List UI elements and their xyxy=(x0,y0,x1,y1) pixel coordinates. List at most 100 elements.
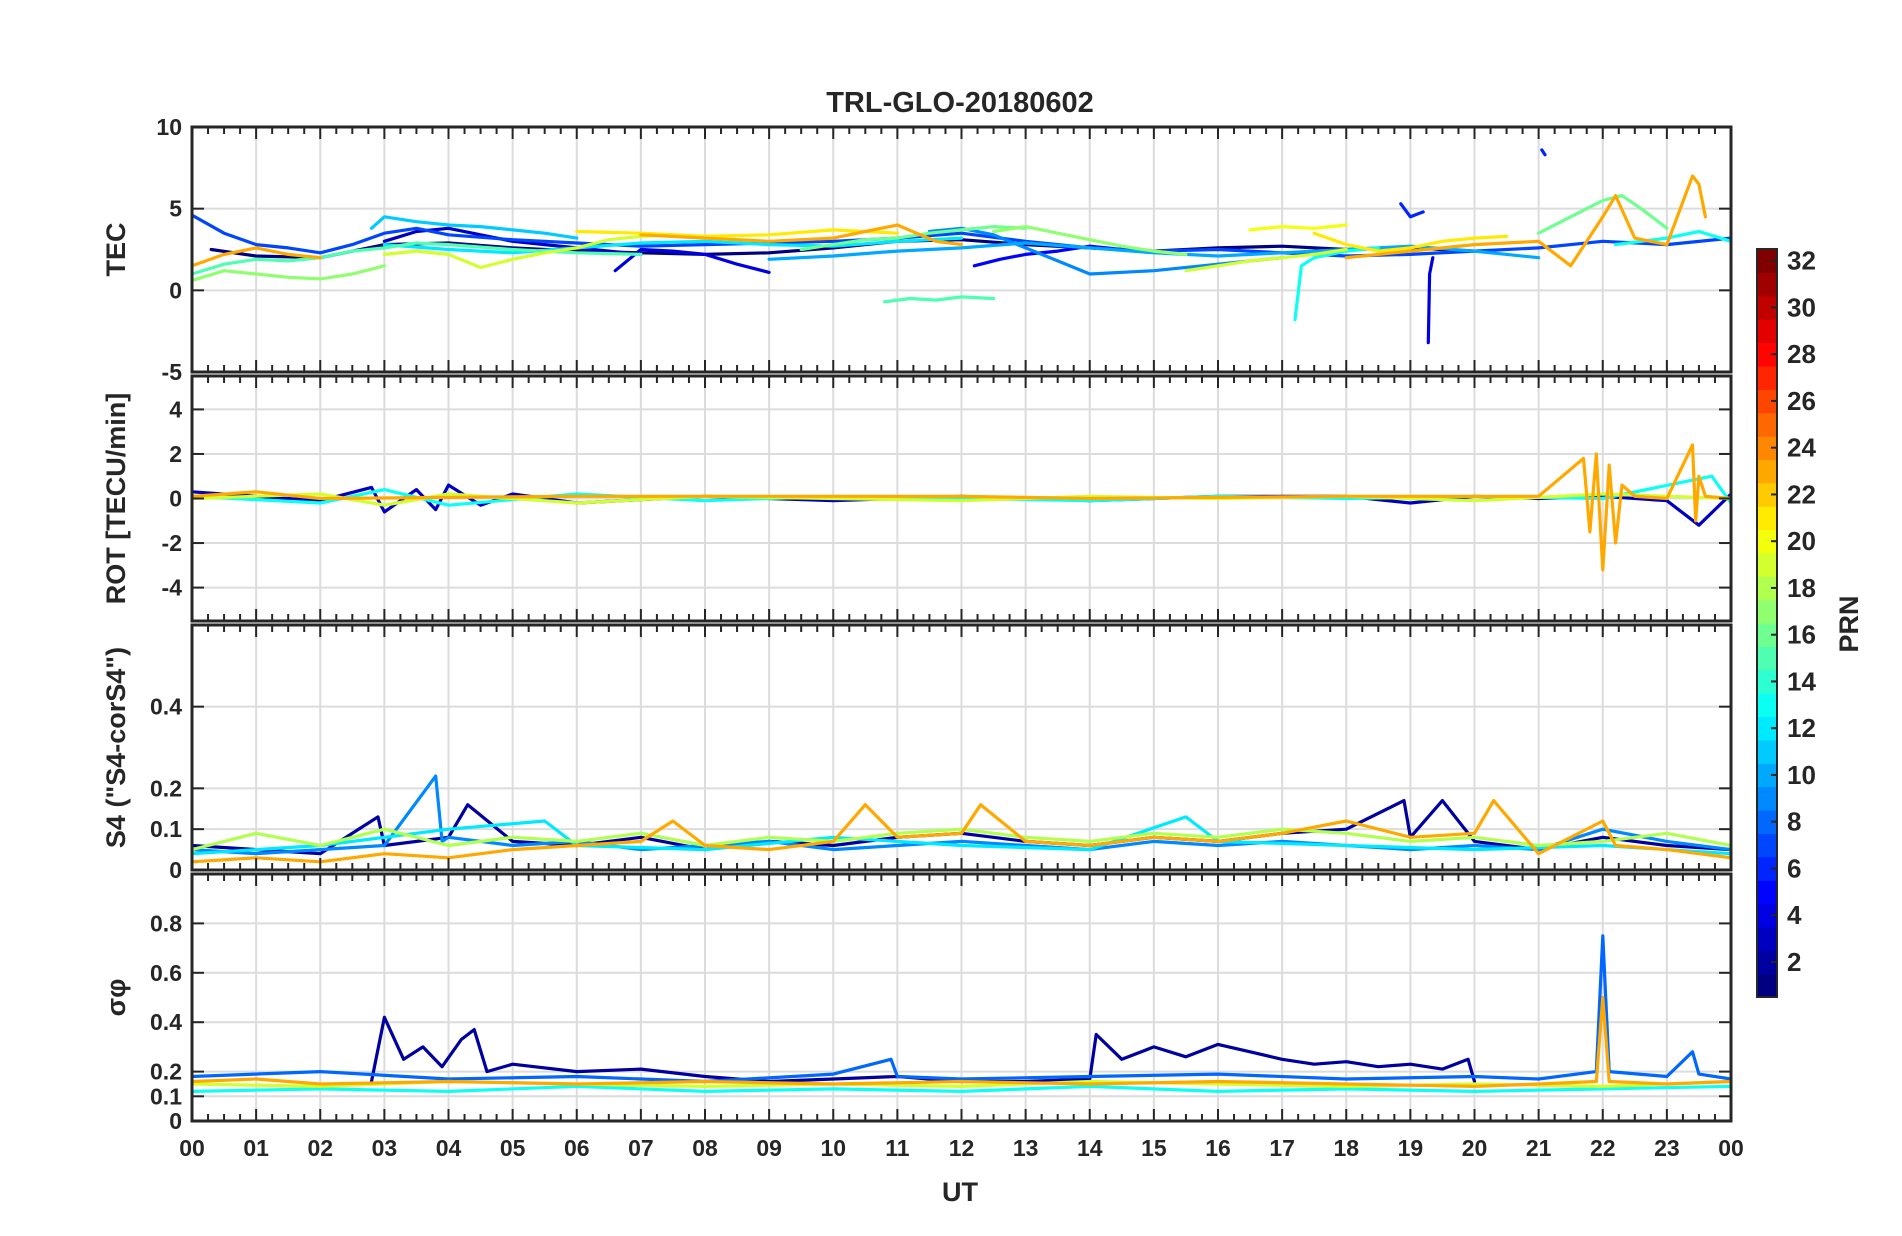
series-line-prn-9 xyxy=(192,774,1731,856)
series-line-prn-10 xyxy=(767,241,1541,261)
colorbar-tick-label: 16 xyxy=(1787,620,1816,650)
series-line-prn-23 xyxy=(192,798,1731,864)
series-line-prn-23 xyxy=(192,443,1731,572)
series-line-prn-23 xyxy=(639,223,964,247)
y-axis-label-sigma: σφ xyxy=(101,979,131,1017)
colorbar-segment xyxy=(1757,389,1777,414)
series-line-prn-8 xyxy=(192,934,1731,1084)
x-axis-label: UT xyxy=(942,1177,978,1207)
colorbar-segment xyxy=(1757,739,1777,764)
series-line-prn-13 xyxy=(1293,246,1380,322)
colorbar-segment xyxy=(1757,880,1777,905)
y-tick-label: -2 xyxy=(162,530,182,556)
colorbar-segment xyxy=(1757,856,1777,881)
x-tick-label: 14 xyxy=(1077,1135,1103,1161)
y-tick-label: -4 xyxy=(162,575,183,601)
colorbar-tick-label: 30 xyxy=(1787,292,1816,322)
y-axis-label-s4: S4 ("S4-corS4") xyxy=(101,647,131,848)
y-tick-label: 0 xyxy=(169,857,182,883)
series-line-prn-4 xyxy=(1426,256,1435,345)
colorbar-tick-label: 28 xyxy=(1787,339,1816,369)
x-tick-label: 21 xyxy=(1526,1135,1552,1161)
series-line-prn-19 xyxy=(1184,247,1348,273)
x-tick-label: 18 xyxy=(1333,1135,1359,1161)
x-tick-label: 17 xyxy=(1269,1135,1295,1161)
series-line-prn-19 xyxy=(192,492,1731,507)
x-tick-label: 10 xyxy=(820,1135,846,1161)
panel-frame xyxy=(190,872,1733,1123)
series-line-prn-6 xyxy=(1399,202,1425,219)
series-line-prn-15 xyxy=(192,241,643,276)
x-tick-label: 19 xyxy=(1398,1135,1424,1161)
colorbar-segment xyxy=(1757,833,1777,858)
y-tick-label: 5 xyxy=(169,196,182,222)
y-axis-label-tec: TEC xyxy=(101,223,131,277)
colorbar-segment xyxy=(1757,482,1777,507)
colorbar-segment xyxy=(1757,342,1777,367)
y-tick-label: 0.8 xyxy=(150,910,182,936)
colorbar-segment xyxy=(1757,903,1777,928)
colorbar-segment xyxy=(1757,646,1777,671)
x-tick-label: 09 xyxy=(756,1135,782,1161)
panel-frame xyxy=(190,374,1733,623)
series-line-prn-13 xyxy=(192,1084,1731,1094)
y-tick-label: 0.1 xyxy=(150,1083,182,1109)
colorbar-tick-label: 24 xyxy=(1787,433,1816,463)
y-tick-label: 0 xyxy=(169,486,182,512)
colorbar-tick-label: 22 xyxy=(1787,479,1816,509)
x-tick-label: 00 xyxy=(1718,1135,1744,1161)
colorbar-segment xyxy=(1757,319,1777,344)
colorbar-tick-label: 18 xyxy=(1787,573,1816,603)
colorbar-segment xyxy=(1757,272,1777,297)
panel-tec: -5 0 5 10 TEC xyxy=(101,114,1733,385)
x-tick-label: 23 xyxy=(1654,1135,1680,1161)
y-tick-label: 0.1 xyxy=(150,816,182,842)
x-tick-label: 13 xyxy=(1013,1135,1039,1161)
x-tick-label: 06 xyxy=(564,1135,590,1161)
series-line-prn-16 xyxy=(799,225,1028,252)
colorbar-tick-label: 32 xyxy=(1787,246,1816,276)
x-tick-label: 07 xyxy=(628,1135,654,1161)
y-tick-label: 0.2 xyxy=(150,1059,182,1085)
colorbar-segment xyxy=(1757,623,1777,647)
colorbar-tick-label: 20 xyxy=(1787,526,1816,556)
series-line-prn-20 xyxy=(1248,223,1348,232)
x-tick-label: 00 xyxy=(179,1135,205,1161)
y-axis-label-rot: ROT [TECU/min] xyxy=(101,393,131,604)
colorbar-segment xyxy=(1757,529,1777,554)
series-line-prn-17 xyxy=(192,264,386,283)
series-line-prn-12 xyxy=(382,236,964,255)
panel-s4: 0 0.1 0.2 0.4 S4 ("S4-corS4") xyxy=(101,623,1733,883)
colorbar-segment xyxy=(1757,576,1777,601)
series-line-prn-12 xyxy=(192,815,1731,856)
panel-frame xyxy=(190,623,1733,872)
panel-series xyxy=(192,443,1731,572)
x-tick-label: 08 xyxy=(692,1135,718,1161)
colorbar-segment xyxy=(1757,295,1777,320)
colorbar-segment xyxy=(1757,973,1777,998)
colorbar-segment xyxy=(1757,249,1777,273)
x-tick-label: 05 xyxy=(500,1135,526,1161)
colorbar-segment xyxy=(1757,716,1777,741)
x-tick-label: 01 xyxy=(243,1135,269,1161)
y-tick-label: 4 xyxy=(169,396,182,422)
series-line-prn-21 xyxy=(575,228,900,238)
x-tick-label: 03 xyxy=(372,1135,398,1161)
panel-series xyxy=(192,934,1731,1094)
panel-frame xyxy=(190,125,1733,374)
colorbar-segment xyxy=(1757,693,1777,718)
panel-series xyxy=(192,774,1731,864)
x-tick-label: 02 xyxy=(307,1135,333,1161)
series-line-prn-6 xyxy=(1540,148,1547,157)
colorbar-segment xyxy=(1757,786,1777,811)
colorbar-tick-label: 8 xyxy=(1787,807,1801,837)
y-tick-label: 10 xyxy=(156,114,182,140)
x-tick-label: 20 xyxy=(1462,1135,1488,1161)
colorbar-segment xyxy=(1757,365,1777,390)
colorbar-segment xyxy=(1757,412,1777,437)
x-tick-label: 16 xyxy=(1205,1135,1231,1161)
chart-title: TRL-GLO-20180602 xyxy=(826,87,1094,119)
colorbar-tick-label: 10 xyxy=(1787,760,1816,790)
series-line-prn-9 xyxy=(927,226,1284,276)
